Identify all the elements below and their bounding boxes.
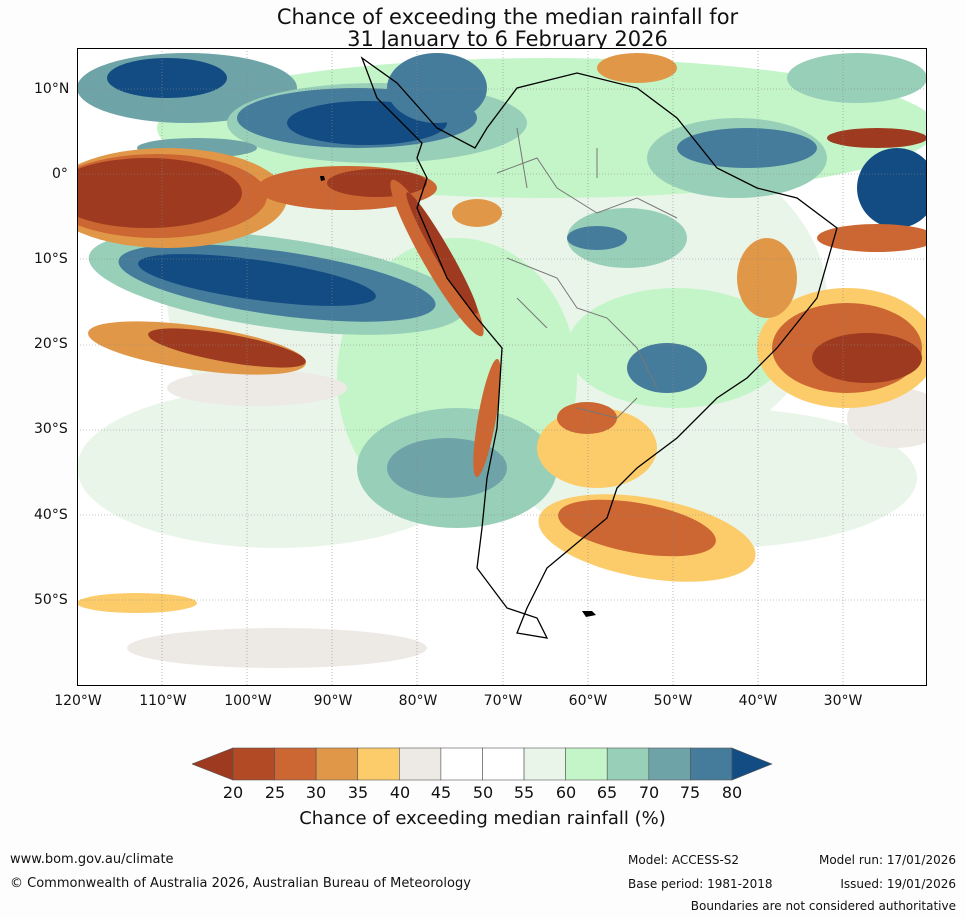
lon-label-70w: 70°W — [483, 693, 523, 709]
legend-arrow-low — [192, 747, 234, 781]
map-title-line-1: Chance of exceeding the median rainfall … — [276, 5, 739, 29]
legend-tick-35: 35 — [347, 783, 369, 802]
legend-tick-50: 50 — [472, 783, 494, 802]
legend-tick-20: 20 — [222, 783, 244, 802]
legend-swatch-75-80 — [690, 747, 733, 781]
probability-fields — [77, 53, 927, 668]
country-borders — [496, 127, 678, 419]
model-name: Model: ACCESS-S2 — [628, 853, 740, 867]
lon-label-120w: 120°W — [54, 693, 102, 709]
lat-label-20s: 20°S — [34, 336, 68, 352]
lat-label-10s: 10°S — [34, 251, 68, 267]
lat-label-10n: 10°N — [34, 81, 70, 97]
map-title-line-2: 31 January to 6 February 2026 — [347, 27, 668, 51]
website-link[interactable]: www.bom.gov.au/climate — [10, 852, 174, 867]
legend-tick-40: 40 — [389, 783, 411, 802]
legend-swatch-60-65 — [565, 747, 608, 781]
falklands-islands — [582, 611, 596, 617]
legend-tick-30: 30 — [305, 783, 327, 802]
lat-label-40s: 40°S — [34, 507, 68, 523]
lon-label-110w: 110°W — [139, 693, 187, 709]
legend-tick-60: 60 — [555, 783, 577, 802]
legend-arrow-high — [731, 747, 773, 781]
boundaries-disclaimer: Boundaries are not considered authoritat… — [690, 899, 956, 913]
legend-title: Chance of exceeding median rainfall (%) — [299, 808, 666, 829]
rainfall-probability-map — [77, 48, 927, 686]
colour-legend-bar — [192, 747, 773, 781]
legend-swatch-45-50 — [440, 747, 483, 781]
lon-label-80w: 80°W — [398, 693, 438, 709]
legend-swatch-65-70 — [606, 747, 650, 781]
map-frame — [77, 48, 927, 686]
legend-swatch-30-35 — [315, 747, 359, 781]
model-run-date: Model run: 17/01/2026 — [818, 853, 956, 867]
legend-tick-45: 45 — [430, 783, 452, 802]
lat-label-30s: 30°S — [34, 421, 68, 437]
lon-label-30w: 30°W — [823, 693, 863, 709]
legend-swatch-20-25 — [232, 747, 275, 781]
legend-swatch-55-60 — [523, 747, 566, 781]
legend-tick-80: 80 — [721, 783, 743, 802]
legend-tick-55: 55 — [513, 783, 535, 802]
base-period: Base period: 1981-2018 — [628, 877, 773, 891]
lat-label-0: 0° — [52, 166, 68, 182]
legend-tick-70: 70 — [638, 783, 660, 802]
lon-label-100w: 100°W — [224, 693, 272, 709]
legend-tick-65: 65 — [596, 783, 618, 802]
copyright-notice: © Commonwealth of Australia 2026, Austra… — [10, 876, 471, 891]
lon-label-40w: 40°W — [738, 693, 778, 709]
legend-swatch-70-75 — [648, 747, 691, 781]
legend-swatch-25-30 — [274, 747, 317, 781]
lat-label-50s: 50°S — [34, 592, 68, 608]
legend-swatch-35-40 — [357, 747, 400, 781]
lon-label-90w: 90°W — [313, 693, 353, 709]
graticule — [77, 48, 927, 686]
south-america-coastline — [360, 56, 838, 639]
lon-label-60w: 60°W — [568, 693, 608, 709]
legend-swatch-50-55 — [482, 747, 525, 781]
legend-tick-25: 25 — [264, 783, 286, 802]
legend-tick-75: 75 — [679, 783, 701, 802]
galapagos-islands — [320, 176, 325, 181]
lon-label-50w: 50°W — [653, 693, 693, 709]
issued-date: Issued: 19/01/2026 — [840, 877, 956, 891]
legend-swatch-40-45 — [399, 747, 442, 781]
